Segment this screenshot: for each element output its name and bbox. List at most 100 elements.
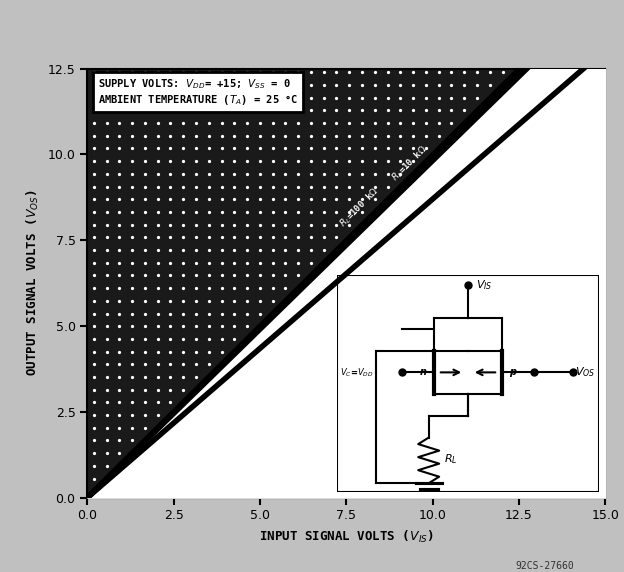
Point [280,144,290,153]
Point [446,411,456,420]
Point [242,372,252,382]
Point [293,118,303,128]
Point [153,347,163,356]
Text: 92CS-27660: 92CS-27660 [515,561,574,571]
Point [102,233,112,242]
Point [548,360,558,369]
Point [548,169,558,178]
Point [370,157,380,166]
Point [140,220,150,229]
Point [178,67,188,77]
Point [510,398,520,407]
Point [140,347,150,356]
Text: $R_L$: $R_L$ [444,452,458,466]
Point [396,309,406,318]
Point [472,220,482,229]
Point [331,144,341,153]
Point [344,93,354,102]
Point [344,67,354,77]
Point [421,385,431,394]
Point [153,296,163,305]
Point [229,258,239,267]
Point [421,157,431,166]
Point [165,67,175,77]
Point [510,169,520,178]
Point [331,334,341,343]
Point [562,423,572,432]
Point [421,411,431,420]
Point [191,347,201,356]
Point [523,67,533,77]
Point [280,487,290,496]
Point [89,220,99,229]
Point [255,157,265,166]
Point [191,423,201,432]
Point [523,118,533,128]
Point [127,321,137,331]
Point [574,207,584,216]
Point [600,169,610,178]
Point [127,474,137,483]
Point [229,194,239,204]
Point [153,360,163,369]
Point [383,487,392,496]
Point [587,258,597,267]
Point [459,474,469,483]
Point [165,448,175,458]
Point [178,93,188,102]
Point [293,398,303,407]
Point [102,474,112,483]
Point [510,309,520,318]
Point [127,461,137,470]
Point [153,487,163,496]
Point [421,309,431,318]
Point [434,411,444,420]
Point [331,372,341,382]
Point [229,144,239,153]
Point [574,487,584,496]
Point [434,334,444,343]
Point [562,398,572,407]
Point [165,296,175,305]
Point [523,461,533,470]
Point [536,423,546,432]
Point [268,118,278,128]
Point [331,347,341,356]
Point [370,258,380,267]
Point [191,182,201,191]
Point [102,321,112,331]
Point [383,334,392,343]
Point [446,398,456,407]
Point [408,321,418,331]
Point [408,144,418,153]
Point [383,347,392,356]
Point [485,423,495,432]
Point [587,131,597,140]
Point [344,144,354,153]
Point [89,334,99,343]
Point [127,347,137,356]
Point [242,385,252,394]
Point [89,360,99,369]
Point [89,347,99,356]
Point [497,411,507,420]
Point [217,131,227,140]
Point [306,487,316,496]
Point [562,169,572,178]
Point [293,423,303,432]
Point [434,131,444,140]
Point [140,207,150,216]
Point [472,411,482,420]
Point [485,487,495,496]
Point [459,182,469,191]
Point [114,118,124,128]
Point [102,80,112,89]
Y-axis label: OUTPUT SIGNAL VOLTS ($V_{OS}$): OUTPUT SIGNAL VOLTS ($V_{OS}$) [24,190,41,376]
Point [140,157,150,166]
Point [459,93,469,102]
Point [548,385,558,394]
Point [242,106,252,115]
Point [280,80,290,89]
Point [191,398,201,407]
Point [102,220,112,229]
